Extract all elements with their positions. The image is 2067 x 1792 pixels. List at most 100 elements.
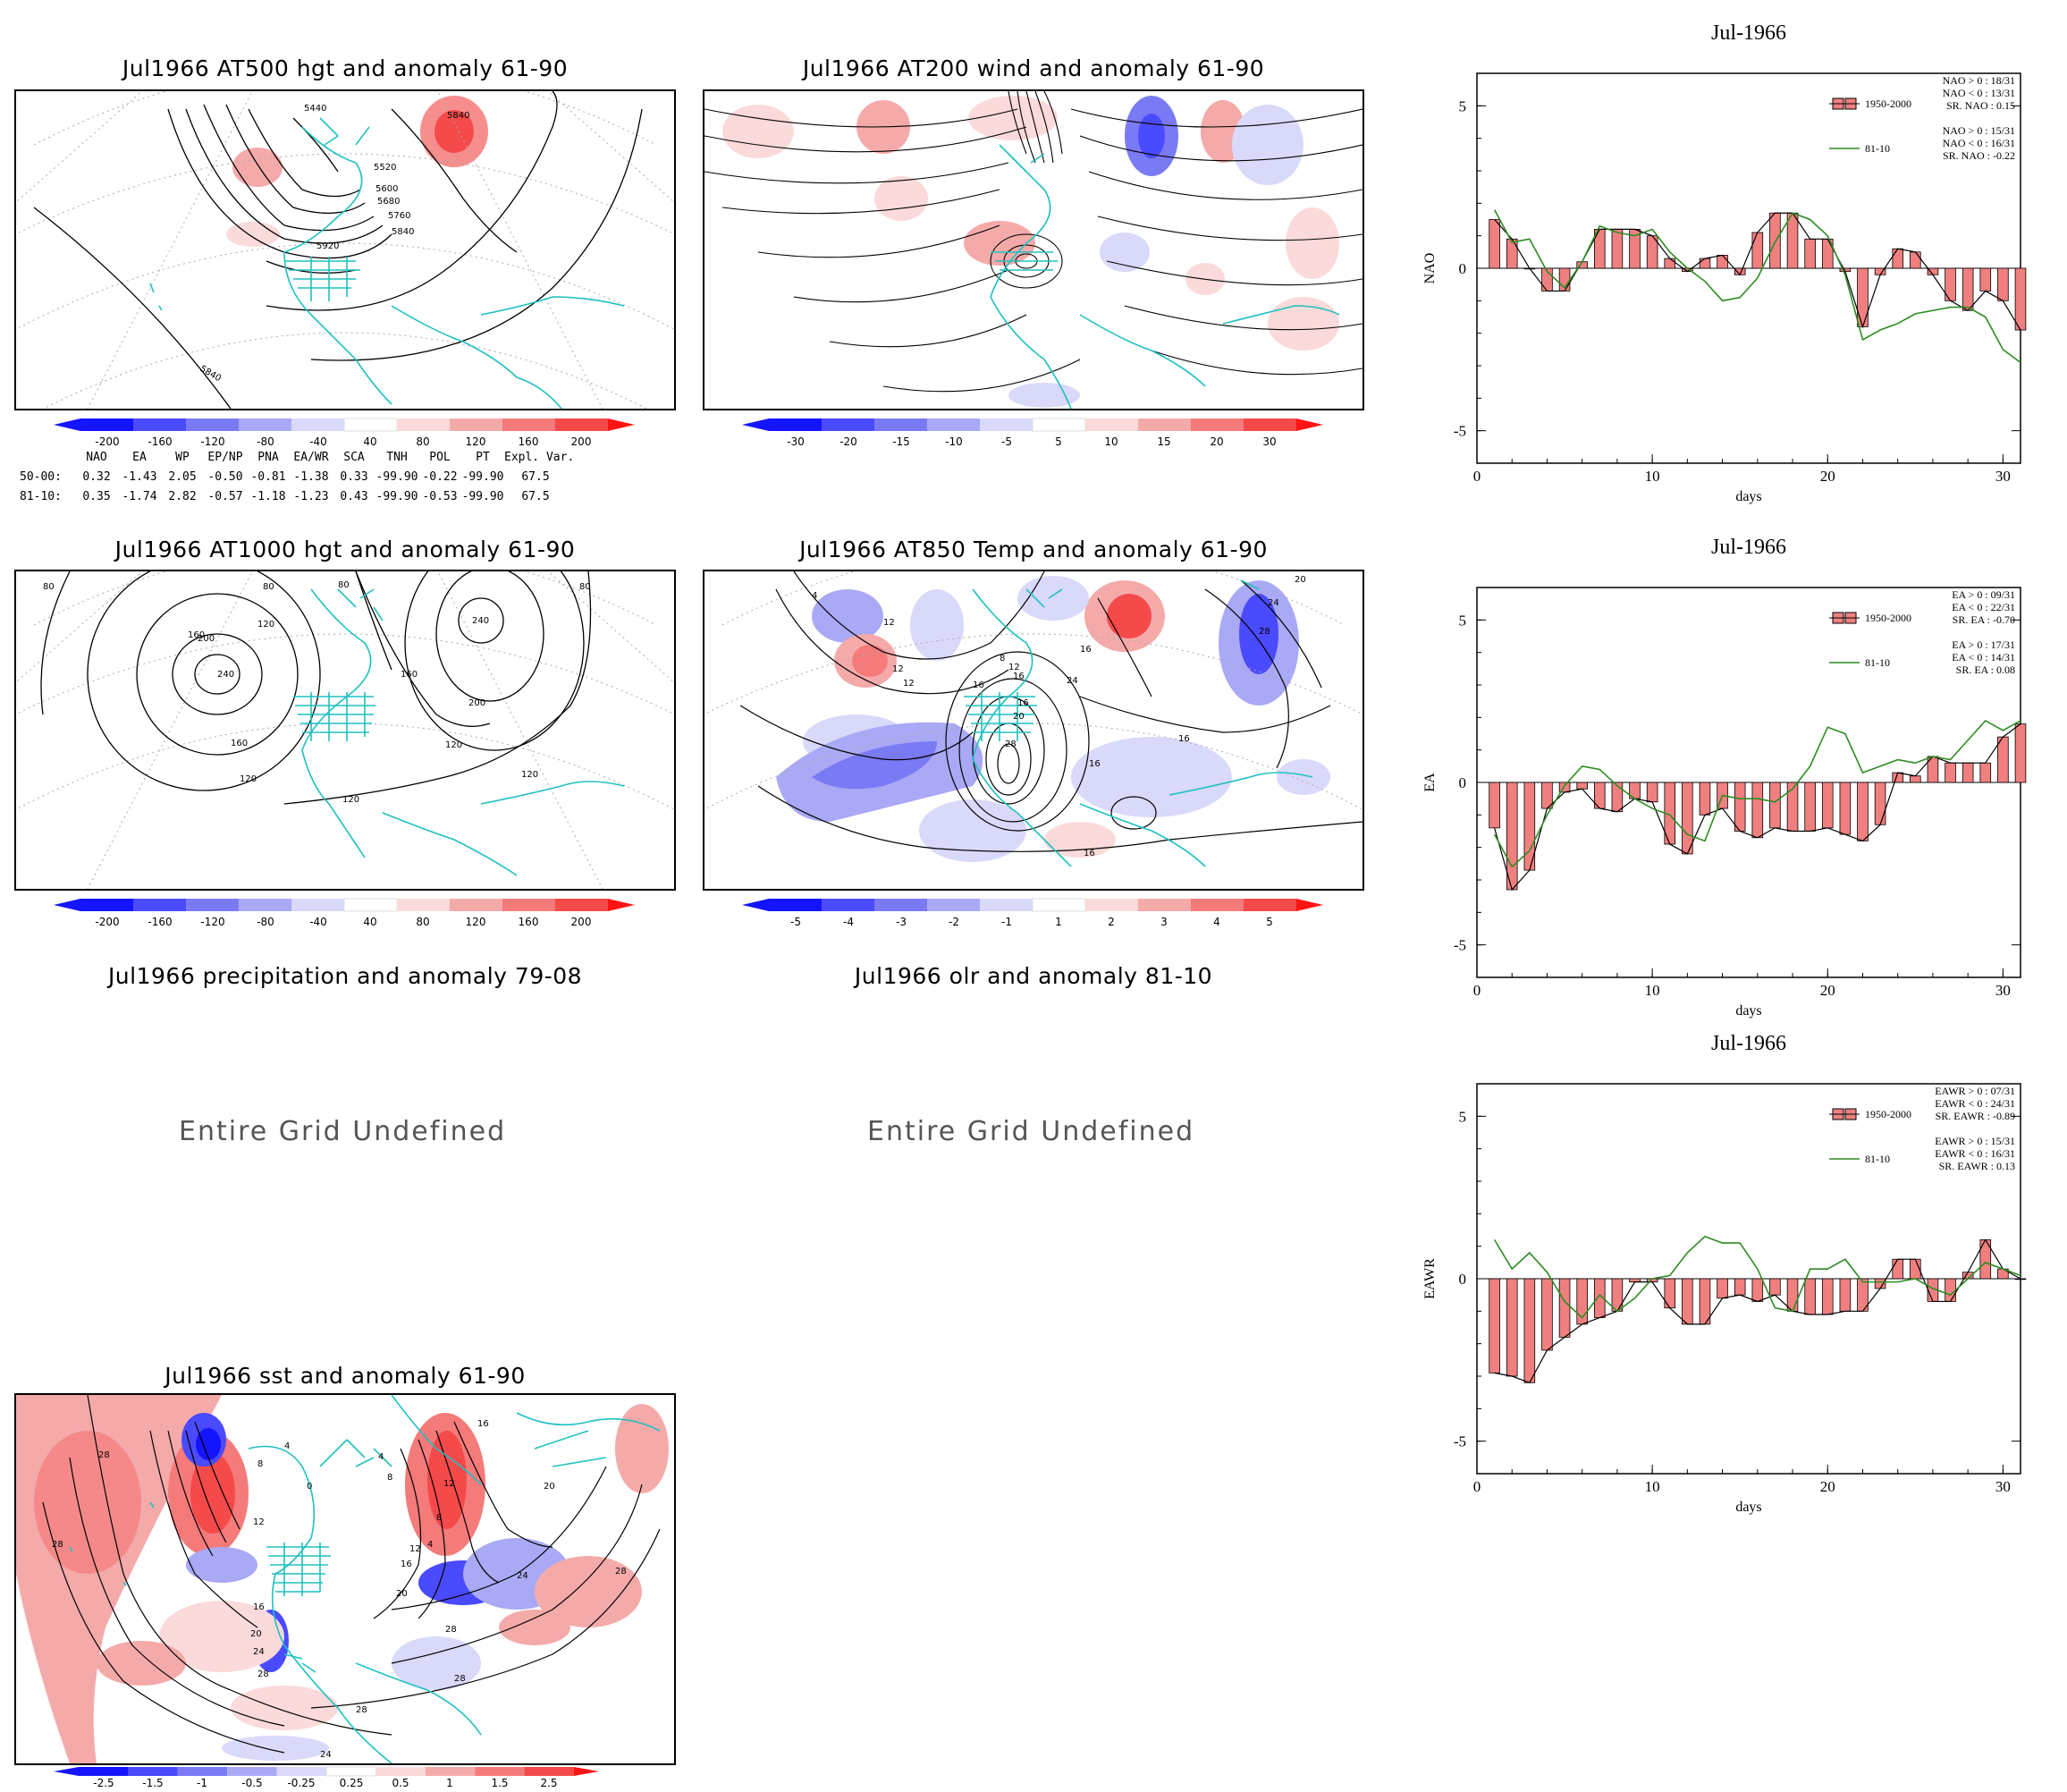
bar [1979,762,1992,783]
bar [1769,1278,1781,1296]
svg-text:160: 160 [188,630,205,640]
svg-text:28: 28 [445,1625,457,1635]
bar [1523,1278,1536,1383]
anomaly-shading [16,1395,669,1763]
x-tick-label: 10 [1645,1478,1660,1495]
svg-text:-40: -40 [309,916,327,928]
x-tick-label: 20 [1820,1478,1835,1495]
bar [1646,782,1658,803]
map-title-1000hgt: Jul1966 AT1000 hgt and anomaly 61-90 [114,537,576,562]
svg-text:24: 24 [517,1571,528,1581]
chart-title: Jul-1966 [1711,536,1786,559]
svg-text:-200: -200 [95,435,119,448]
svg-text:-80: -80 [257,916,274,928]
colorbar-sst: -2.5 -1.5 -1 -0.5 -0.25 0.25 0.5 1 1.5 2.5 [54,1765,599,1789]
timeseries-ea: Jul-1966 5 0 -5 0 10 20 30 days EA 1950-2000 EA > 0… [1413,530,2038,1019]
bar [1717,255,1728,269]
map-title-500hgt: Jul1966 AT500 hgt and anomaly 61-90 [122,55,569,81]
map-title-sst: Jul1966 sst and anomaly 61-90 [165,1363,526,1389]
svg-text:8: 8 [387,1473,392,1483]
svg-text:240: 240 [217,670,234,680]
bar [1699,1278,1711,1325]
svg-text:5600: 5600 [375,184,398,194]
bar [1664,258,1676,269]
legend-line-stat: EA < 0 : 14/31 [1952,651,2015,664]
x-axis-label: days [1735,1500,1761,1515]
bar [1541,1278,1553,1351]
bar-trace-line [1494,212,2021,331]
stats-header: TNH [386,450,408,464]
svg-text:80: 80 [43,582,55,592]
bar [1910,251,1921,269]
svg-text:80: 80 [416,916,429,928]
svg-text:4: 4 [284,1441,290,1451]
svg-text:120: 120 [466,916,486,928]
svg-text:-2: -2 [949,916,959,928]
bar [1489,1278,1500,1374]
map-500hgt-plot: 5440 5840 5520 5600 5680 5760 5840 5920 … [16,91,674,409]
svg-text:1: 1 [1055,916,1062,928]
map-200wind [703,89,1364,410]
svg-text:-15: -15 [892,435,910,448]
svg-text:28: 28 [454,1674,466,1684]
svg-text:-2.5: -2.5 [93,1777,114,1789]
svg-text:12: 12 [253,1517,265,1527]
svg-text:160: 160 [231,739,248,748]
bar [1611,1278,1624,1312]
svg-text:16: 16 [1084,849,1095,858]
svg-text:-120: -120 [200,435,224,448]
svg-text:1: 1 [446,1777,453,1789]
legend-bar-stat: EA > 0 : 09/31 [1952,588,2015,601]
stats-header: EA/WR [293,450,329,464]
svg-text:20: 20 [1210,435,1223,448]
svg-text:0.25: 0.25 [340,1777,364,1789]
svg-text:-5: -5 [790,916,801,928]
y-tick-label: 5 [1459,1108,1467,1125]
svg-text:16: 16 [253,1602,265,1612]
bar [1997,267,2009,301]
svg-text:4: 4 [378,1452,384,1462]
svg-text:0.5: 0.5 [392,1777,409,1789]
svg-text:20: 20 [544,1482,555,1492]
map-title-200wind: Jul1966 AT200 wind and anomaly 61-90 [802,55,1265,81]
svg-text:28: 28 [356,1705,367,1715]
temp-contours [739,571,1363,852]
sst-contours [42,1395,661,1754]
bar [2014,723,2027,783]
timeseries-nao: Jul-1966 5 0 -5 0 10 20 30 days NAO 1950-2000 NAO >… [1413,16,2038,504]
map-title-850temp: Jul1966 AT850 Temp and anomaly 61-90 [799,537,1268,562]
legend-bar-label: 1950-2000 [1865,97,1911,110]
colorbar-1000hgt: -200 -160 -120 -80 -40 40 80 120 160 200 [54,897,635,933]
svg-text:15: 15 [1157,435,1170,448]
chart-title: Jul-1966 [1711,1032,1786,1055]
svg-text:80: 80 [263,582,274,592]
y-tick-label: -5 [1454,1433,1466,1450]
height-contours [40,571,592,805]
bar [1506,238,1518,269]
svg-text:-160: -160 [148,916,172,928]
bar [1874,1278,1886,1289]
legend-line-label: 81-10 [1865,1153,1890,1165]
svg-text:4: 4 [427,1540,433,1550]
stats-header: EA [132,450,147,464]
legend-bar-stat: SR. EAWR : -0.89 [1936,1110,2015,1122]
legend-bar-stat: SR. EA : -0.70 [1953,613,2015,626]
legend-line-stat: EA > 0 : 17/31 [1952,638,2015,651]
x-tick-label: 0 [1473,982,1481,999]
bar [2014,267,2027,331]
bar [1892,248,1903,269]
map-200wind-plot [704,91,1363,409]
svg-text:1.5: 1.5 [491,1777,508,1789]
svg-text:-0.25: -0.25 [287,1777,315,1789]
bar [1769,212,1781,269]
svg-text:12: 12 [892,664,904,674]
series-line-81-10 [1493,1235,2021,1319]
stats-row-81-10: 81-10: 0.35 -1.74 2.82 -0.57 -1.18 -1.23 0.… [20,489,550,503]
coastlines [990,144,1340,409]
svg-text:24: 24 [1067,676,1078,686]
svg-text:120: 120 [342,795,359,805]
y-axis-label: EAWR [1422,1258,1438,1299]
svg-text:5840: 5840 [447,111,469,121]
svg-text:-1: -1 [1001,916,1012,928]
legend-line-label: 81-10 [1865,142,1890,155]
